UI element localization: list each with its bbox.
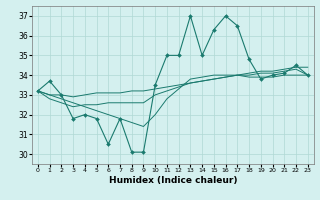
X-axis label: Humidex (Indice chaleur): Humidex (Indice chaleur) <box>108 176 237 185</box>
